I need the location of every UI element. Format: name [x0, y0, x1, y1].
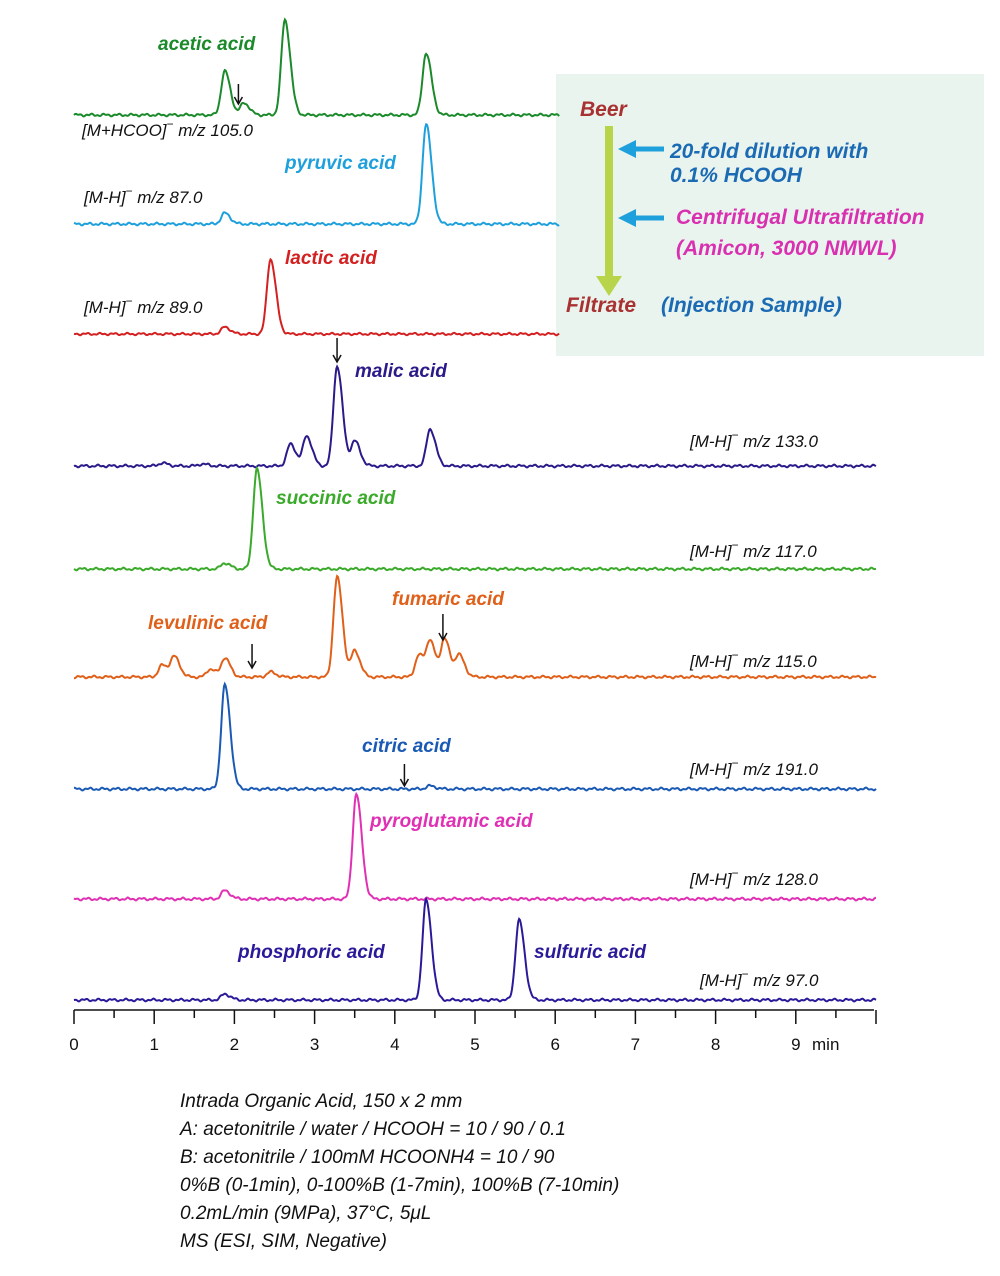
pointer-arrow-2	[618, 209, 664, 227]
x-tick-label: 2	[230, 1035, 239, 1054]
label-pyruvic-acid: pyruvic acid	[284, 153, 396, 174]
x-tick-label: 7	[631, 1035, 640, 1054]
chromatogram-traces	[73, 17, 877, 1003]
trace-phosphoric-acid	[73, 896, 877, 1003]
ion-label-pyruvic: [M-H]− m/z 87.0	[83, 184, 203, 207]
flow-step1-line2: 0.1% HCOOH	[670, 164, 803, 187]
flow-main-arrow-head	[596, 276, 622, 296]
trace-citric-acid	[74, 681, 877, 792]
label-malic-acid: malic acid	[355, 361, 447, 382]
label-fumaric-acid: fumaric acid	[392, 589, 504, 610]
ion-label-succinic: [M-H]− m/z 117.0	[689, 538, 817, 561]
label-citric-acid: citric acid	[362, 736, 451, 757]
marker-malic	[332, 338, 342, 364]
x-tick-label: 4	[390, 1035, 399, 1054]
x-tick-label: 9	[791, 1035, 800, 1054]
method-conditions: Intrada Organic Acid, 150 x 2 mm A: acet…	[179, 1091, 619, 1252]
ion-labels: [M+HCOO]− m/z 105.0 [M-H]− m/z 87.0 [M-H…	[81, 117, 819, 990]
label-succinic-acid: succinic acid	[276, 488, 396, 509]
ion-label-pyroglutamic: [M-H]− m/z 128.0	[689, 866, 818, 889]
condition-line-2: A: acetonitrile / water / HCOOH = 10 / 9…	[179, 1119, 566, 1140]
flow-end-detail: (Injection Sample)	[661, 294, 842, 317]
x-tick-label: 1	[149, 1035, 158, 1054]
ion-label-lactic: [M-H]− m/z 89.0	[83, 294, 203, 317]
flow-step1-line1: 20-fold dilution with	[669, 140, 868, 163]
label-acetic-acid: acetic acid	[158, 34, 256, 55]
marker-citric	[399, 764, 410, 788]
compound-labels: acetic acid pyruvic acid lactic acid mal…	[148, 34, 646, 963]
x-axis: min 0 1 2 3 4 5 6 7 8 9	[69, 1009, 877, 1054]
label-phosphoric-acid: phosphoric acid	[237, 942, 385, 963]
trace-pyroglutamic-acid	[73, 791, 876, 902]
marker-acetic	[233, 84, 244, 106]
condition-line-3: B: acetonitrile / 100mM HCOONH4 = 10 / 9…	[180, 1147, 555, 1168]
sample-prep-flowchart: Beer 20-fold dilution with 0.1% HCOOH Ce…	[556, 74, 984, 356]
x-axis-unit: min	[812, 1035, 839, 1054]
ion-label-levulinic: [M-H]− m/z 115.0	[689, 648, 817, 671]
pointer-arrow-1	[618, 140, 664, 158]
condition-line-4: 0%B (0-1min), 0-100%B (1-7min), 100%B (7…	[180, 1175, 619, 1196]
flow-start-label: Beer	[580, 98, 629, 121]
trace-levulinic-acid	[73, 574, 877, 680]
flow-step2-line2: (Amicon, 3000 NMWL)	[676, 237, 897, 260]
ion-label-acetic: [M+HCOO]− m/z 105.0	[81, 117, 253, 140]
x-tick-label: 6	[550, 1035, 559, 1054]
label-lactic-acid: lactic acid	[285, 248, 377, 269]
x-tick-label: 8	[711, 1035, 720, 1054]
ion-label-malic: [M-H]− m/z 133.0	[689, 428, 818, 451]
ion-label-phosphoric: [M-H]− m/z 97.0	[699, 967, 819, 990]
trace-malic-acid	[73, 364, 877, 469]
condition-line-1: Intrada Organic Acid, 150 x 2 mm	[180, 1091, 462, 1112]
x-tick-label: 0	[69, 1035, 78, 1054]
condition-line-6: MS (ESI, SIM, Negative)	[180, 1231, 387, 1252]
trace-acetic-acid	[73, 17, 560, 118]
condition-line-5: 0.2mL/min (9MPa), 37°C, 5μL	[180, 1203, 431, 1224]
label-pyroglutamic-acid: pyroglutamic acid	[369, 811, 533, 832]
trace-pyruvic-acid	[73, 122, 560, 227]
label-sulfuric-acid: sulfuric acid	[534, 942, 646, 963]
marker-fumaric	[438, 614, 448, 642]
label-levulinic-acid: levulinic acid	[148, 613, 268, 634]
flow-step2-line1: Centrifugal Ultrafiltration	[676, 206, 925, 229]
x-tick-label: 3	[310, 1035, 319, 1054]
trace-succinic-acid	[73, 465, 877, 572]
marker-levulinic	[247, 644, 257, 670]
trace-lactic-acid	[73, 257, 560, 337]
ion-label-citric: [M-H]− m/z 191.0	[689, 756, 818, 779]
flow-end-label: Filtrate	[566, 294, 636, 317]
x-tick-label: 5	[470, 1035, 479, 1054]
